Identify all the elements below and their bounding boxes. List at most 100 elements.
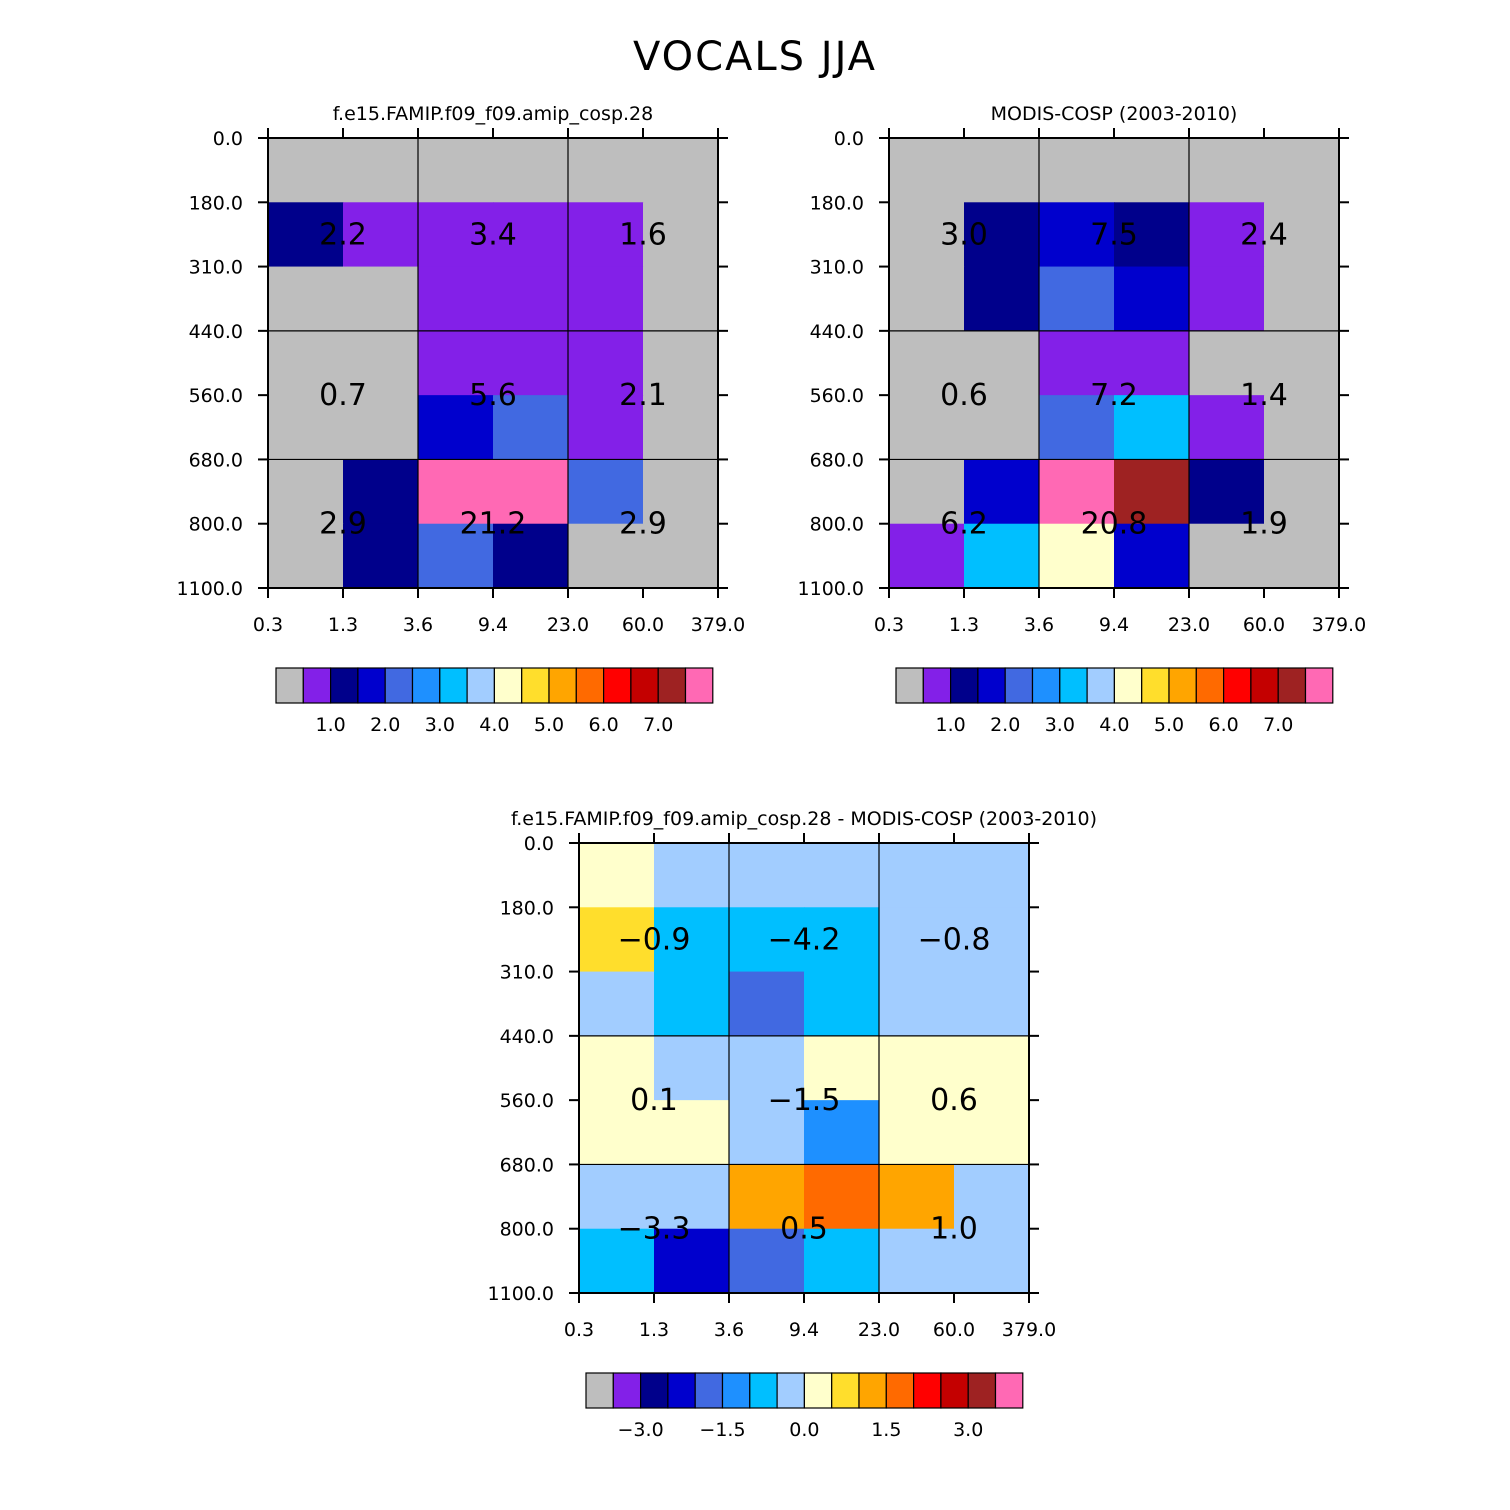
heatmap-cell bbox=[493, 523, 569, 589]
heatmap-cell bbox=[579, 1035, 655, 1101]
cell-value-label: 2.2 bbox=[319, 217, 367, 252]
heatmap-cell bbox=[568, 202, 644, 268]
colorbar-box bbox=[585, 1372, 614, 1409]
colorbar-label: 0.0 bbox=[789, 1419, 819, 1441]
cell-value-label: 1.9 bbox=[1240, 507, 1288, 542]
colorbar-label: 1.0 bbox=[315, 714, 345, 736]
heatmap-cell bbox=[729, 1035, 805, 1101]
colorbar-box bbox=[885, 1372, 915, 1409]
heatmap-cell bbox=[954, 1035, 1030, 1101]
colorbar-label: 1.5 bbox=[871, 1419, 901, 1441]
cell-value-label: 0.7 bbox=[319, 378, 367, 413]
cell-value-label: 3.0 bbox=[940, 217, 988, 252]
colorbar-label: 7.0 bbox=[643, 714, 673, 736]
cell-value-label: 2.4 bbox=[1240, 217, 1288, 252]
heatmap-cell bbox=[879, 1035, 955, 1101]
x-tick-label: 23.0 bbox=[1168, 614, 1210, 636]
colorbar-box bbox=[940, 1372, 969, 1409]
y-tick-label: 0.0 bbox=[834, 128, 864, 150]
colorbar-box bbox=[803, 1372, 833, 1409]
heatmap-cell bbox=[1189, 202, 1265, 268]
colorbar-label: 1.0 bbox=[935, 714, 965, 736]
cell-value-label: 21.2 bbox=[460, 507, 527, 542]
colorbar-label: 5.0 bbox=[1154, 714, 1184, 736]
heatmap-cell bbox=[879, 907, 955, 973]
heatmap-cell bbox=[729, 1100, 805, 1166]
cell-value-label: 0.5 bbox=[780, 1212, 828, 1247]
heatmap-cell bbox=[643, 395, 719, 461]
heatmap-cell bbox=[889, 266, 965, 332]
heatmap-cell bbox=[889, 138, 965, 203]
heatmap-cell bbox=[879, 1100, 955, 1166]
heatmap-cell bbox=[879, 971, 955, 1037]
y-tick-label: 440.0 bbox=[189, 321, 243, 343]
heatmap-cell bbox=[643, 459, 719, 525]
x-tick-label: 3.6 bbox=[1024, 614, 1054, 636]
heatmap-cell bbox=[804, 1035, 880, 1101]
x-tick-label: 60.0 bbox=[1243, 614, 1285, 636]
x-tick-label: 9.4 bbox=[789, 1319, 819, 1341]
heatmap-cell bbox=[1264, 266, 1340, 332]
cell-value-label: 1.4 bbox=[1240, 378, 1288, 413]
heatmap-cell bbox=[954, 1164, 1030, 1230]
heatmap-cell bbox=[418, 395, 494, 461]
colorbar-box bbox=[1195, 667, 1225, 704]
cell-value-label: −1.5 bbox=[768, 1083, 841, 1118]
heatmap-cell bbox=[493, 330, 569, 396]
heatmap-cell bbox=[964, 395, 1040, 461]
heatmap-cell bbox=[343, 330, 419, 396]
cell-value-label: 1.0 bbox=[930, 1212, 978, 1247]
y-tick-label: 800.0 bbox=[500, 1219, 554, 1241]
heatmap-cell bbox=[268, 523, 344, 589]
heatmap-cell bbox=[804, 971, 880, 1037]
heatmap-cell bbox=[654, 1035, 730, 1101]
heatmap-cell bbox=[1264, 459, 1340, 525]
colorbar-box bbox=[639, 1372, 669, 1409]
heatmap-cell bbox=[804, 1100, 880, 1166]
heatmap-cell bbox=[954, 907, 1030, 973]
heatmap-cell bbox=[1114, 138, 1190, 203]
colorbar-box bbox=[831, 1372, 860, 1409]
colorbar-box bbox=[1304, 667, 1334, 704]
colorbar-box bbox=[776, 1372, 805, 1409]
heatmap-cell bbox=[1039, 395, 1115, 461]
colorbar-box bbox=[357, 667, 386, 704]
heatmap-cell bbox=[568, 523, 644, 589]
cell-value-label: −3.3 bbox=[618, 1212, 691, 1247]
heatmap-cell bbox=[729, 907, 805, 973]
colorbar-box bbox=[548, 667, 577, 704]
heatmap-cell bbox=[1114, 523, 1190, 589]
y-tick-label: 440.0 bbox=[810, 321, 864, 343]
colorbar-box bbox=[922, 667, 952, 704]
heatmap-cell bbox=[343, 459, 419, 525]
x-tick-label: 1.3 bbox=[639, 1319, 669, 1341]
y-tick-label: 560.0 bbox=[810, 385, 864, 407]
colorbar-box bbox=[1059, 667, 1088, 704]
colorbar-box bbox=[994, 1372, 1024, 1409]
heatmap-cell bbox=[964, 330, 1040, 396]
heatmap-cell bbox=[654, 1164, 730, 1230]
colorbar-box bbox=[1004, 667, 1034, 704]
colorbar-box bbox=[1222, 667, 1252, 704]
heatmap-cell bbox=[643, 266, 719, 332]
colorbar-box bbox=[630, 667, 659, 704]
cell-value-label: −0.9 bbox=[618, 922, 691, 957]
heatmap-cell bbox=[493, 395, 569, 461]
heatmap-cell bbox=[964, 138, 1040, 203]
x-tick-label: 0.3 bbox=[253, 614, 283, 636]
heatmap-cell bbox=[493, 138, 569, 203]
y-tick-label: 180.0 bbox=[810, 192, 864, 214]
heatmap-cell bbox=[1114, 395, 1190, 461]
heatmap-cell bbox=[418, 138, 494, 203]
heatmap-cell bbox=[268, 266, 344, 332]
colorbar-box bbox=[1250, 667, 1279, 704]
heatmap-cell bbox=[964, 266, 1040, 332]
heatmap-cell bbox=[268, 395, 344, 461]
heatmap-cell bbox=[654, 907, 730, 973]
heatmap-panel-2: MODIS-COSP (2003-2010) 0.0 180.0 310.0 440.0… bbox=[798, 103, 1367, 736]
colorbar-box bbox=[694, 1372, 724, 1409]
heatmap-cell bbox=[493, 202, 569, 268]
heatmap-cell bbox=[889, 395, 965, 461]
colorbar-box bbox=[439, 667, 468, 704]
cell-value-label: −4.2 bbox=[768, 922, 841, 957]
